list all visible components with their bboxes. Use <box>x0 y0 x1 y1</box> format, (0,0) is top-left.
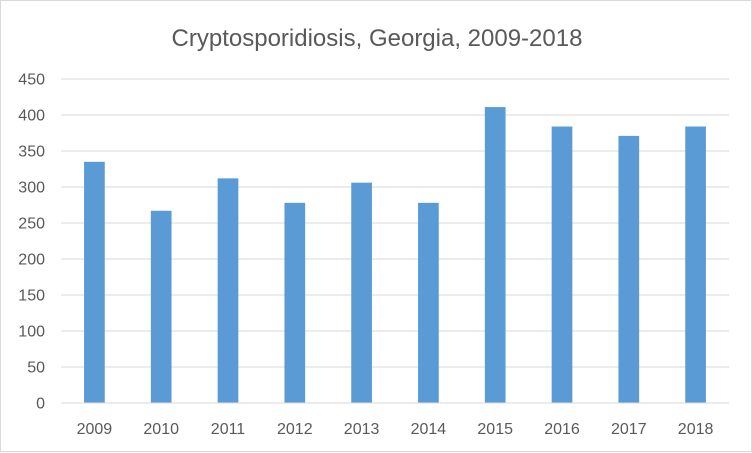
bar-2012 <box>284 202 306 403</box>
x-tick-label: 2017 <box>611 421 647 438</box>
x-tick-label: 2010 <box>143 421 179 438</box>
x-axis-ticks: 2009 2010 2011 2012 2013 2014 2015 2016 2017 2018 <box>77 421 714 438</box>
bar-2017 <box>618 135 640 403</box>
x-tick-label: 2016 <box>544 421 580 438</box>
y-tick-label: 150 <box>18 288 45 305</box>
chart-title: Cryptosporidiosis, Georgia, 2009-2018 <box>172 25 583 52</box>
bar-2010 <box>150 210 172 403</box>
x-tick-label: 2015 <box>477 421 513 438</box>
bar-2011 <box>217 178 239 403</box>
bar-2013 <box>351 182 372 403</box>
x-tick-label: 2018 <box>678 421 714 438</box>
x-tick-label: 2011 <box>211 421 246 438</box>
x-tick-label: 2009 <box>77 421 113 438</box>
y-tick-label: 0 <box>36 396 45 413</box>
y-tick-label: 200 <box>18 252 45 269</box>
y-tick-label: 100 <box>18 324 45 341</box>
y-tick-label: 250 <box>18 216 45 233</box>
bar-2009 <box>84 161 105 403</box>
bar-2015 <box>484 107 506 403</box>
y-tick-label: 300 <box>18 180 45 197</box>
bars <box>84 107 706 404</box>
y-axis-ticks: 0 50 100 150 200 250 300 350 400 450 <box>18 72 45 413</box>
y-tick-label: 50 <box>27 360 45 377</box>
y-tick-label: 400 <box>18 108 45 125</box>
x-tick-label: 2013 <box>344 421 380 438</box>
x-tick-label: 2012 <box>277 421 313 438</box>
y-tick-label: 350 <box>18 144 45 161</box>
y-tick-label: 450 <box>18 72 45 89</box>
x-tick-label: 2014 <box>411 421 447 438</box>
gridlines <box>61 78 729 368</box>
bar-2018 <box>685 126 706 404</box>
bar-2016 <box>551 126 573 404</box>
bar-2014 <box>418 202 439 403</box>
